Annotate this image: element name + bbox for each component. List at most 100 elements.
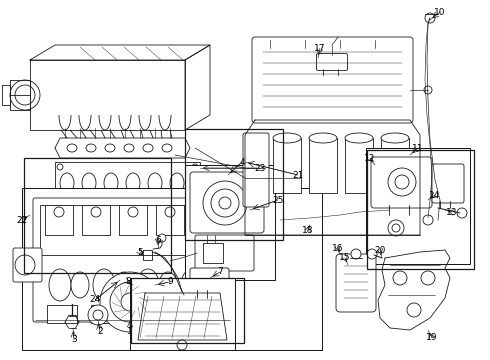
Bar [55,162,200,204]
Circle shape [202,207,212,217]
FancyBboxPatch shape [317,54,347,71]
FancyBboxPatch shape [252,37,413,123]
Ellipse shape [143,144,153,152]
Text: 5: 5 [137,248,143,257]
Text: 4: 4 [239,158,245,166]
Circle shape [423,215,433,225]
Bar [91,305,121,323]
Text: 16: 16 [332,243,344,252]
Text: 8: 8 [125,278,131,287]
Bar [193,205,221,235]
Ellipse shape [124,144,134,152]
Text: 21: 21 [293,171,304,180]
Text: 17: 17 [314,44,326,53]
Bar [24,158,171,273]
Bar [185,129,283,240]
Ellipse shape [86,144,96,152]
Circle shape [219,197,231,209]
Circle shape [177,340,187,350]
Circle shape [421,271,435,285]
FancyBboxPatch shape [371,157,432,208]
Bar [130,278,235,350]
Circle shape [15,255,35,275]
Circle shape [93,310,103,320]
Circle shape [158,234,166,242]
Circle shape [121,293,139,311]
Ellipse shape [159,272,177,298]
FancyBboxPatch shape [432,164,464,203]
Circle shape [211,189,239,217]
Ellipse shape [60,173,74,193]
Bar [345,138,373,193]
Bar [156,205,184,235]
Bar [381,138,409,193]
Circle shape [424,86,432,94]
Text: 1: 1 [127,328,133,337]
Text: 6: 6 [155,235,161,244]
Ellipse shape [381,133,409,143]
Text: 19: 19 [426,333,438,342]
Ellipse shape [162,144,172,152]
Circle shape [388,220,404,236]
Circle shape [15,85,35,105]
Text: 22: 22 [16,216,27,225]
Text: 10: 10 [434,8,446,17]
Bar [131,278,244,343]
Ellipse shape [67,144,77,152]
Ellipse shape [148,173,162,193]
Bar [40,205,225,255]
Text: 7: 7 [217,267,223,276]
FancyBboxPatch shape [13,248,42,282]
Circle shape [100,272,160,332]
Circle shape [351,249,361,259]
Ellipse shape [126,173,140,193]
Ellipse shape [104,173,118,193]
Circle shape [10,80,40,110]
Circle shape [192,196,198,202]
Text: 24: 24 [89,296,100,305]
Circle shape [388,168,416,196]
Circle shape [54,207,64,217]
Ellipse shape [345,133,373,143]
Bar [185,165,275,280]
Text: 14: 14 [429,190,441,199]
Ellipse shape [273,133,301,143]
FancyBboxPatch shape [195,235,254,271]
Circle shape [407,303,421,317]
FancyBboxPatch shape [33,198,232,322]
FancyBboxPatch shape [190,268,229,292]
Ellipse shape [105,144,115,152]
Text: 13: 13 [446,207,458,216]
Text: 11: 11 [412,144,424,153]
Circle shape [110,282,150,322]
Ellipse shape [115,272,133,298]
Ellipse shape [137,269,159,301]
Circle shape [91,207,101,217]
Bar [22,188,322,350]
Circle shape [57,196,63,202]
FancyBboxPatch shape [190,172,264,233]
Bar [367,150,474,269]
Bar [273,138,301,193]
Circle shape [392,224,400,232]
Circle shape [165,207,175,217]
Bar [309,138,337,193]
Circle shape [367,249,377,259]
Text: 25: 25 [272,195,284,204]
Circle shape [393,271,407,285]
Circle shape [457,208,467,218]
Ellipse shape [82,173,96,193]
Ellipse shape [203,272,221,298]
Bar [135,305,165,323]
Bar [45,205,73,235]
Bar [82,205,110,235]
Ellipse shape [71,272,89,298]
Circle shape [128,207,138,217]
Text: 20: 20 [374,246,386,255]
Text: 3: 3 [71,336,77,345]
Ellipse shape [181,269,203,301]
Circle shape [57,164,63,170]
Bar [366,148,470,264]
Text: 23: 23 [254,163,266,172]
Bar [47,305,77,323]
